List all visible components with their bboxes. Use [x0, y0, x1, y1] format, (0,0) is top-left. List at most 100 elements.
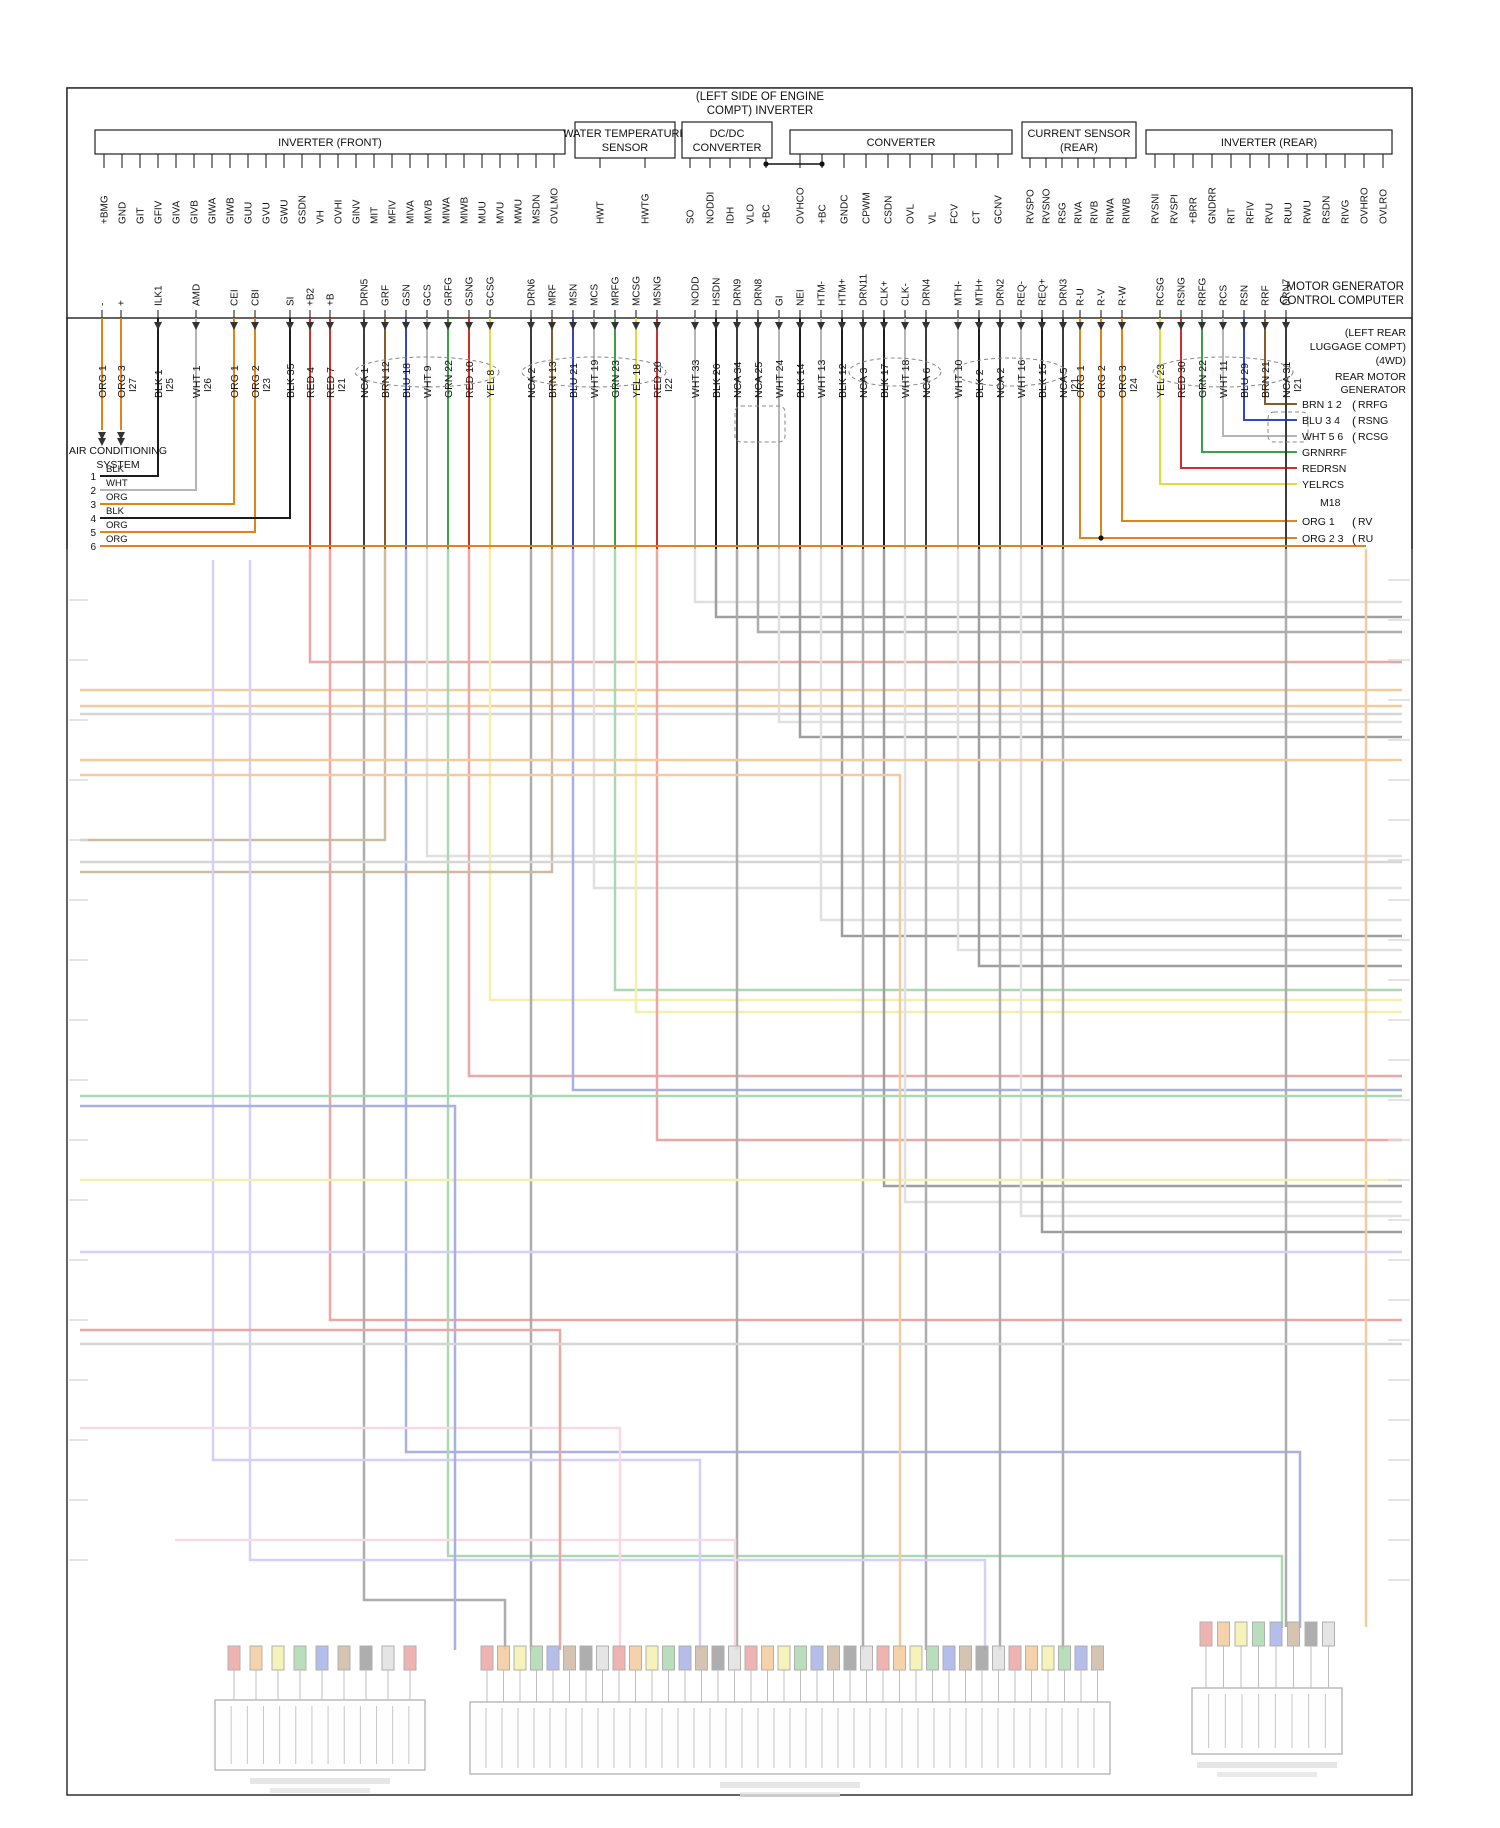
ac-row-number: 1	[90, 472, 96, 483]
pin-label: DRN7	[1282, 278, 1293, 306]
module-pin-label: VL	[928, 211, 939, 224]
wire-CBI	[100, 318, 256, 533]
module-pin-label: MIWB	[460, 196, 471, 224]
module-pin-label: MIWA	[442, 197, 453, 224]
wire-arrow	[154, 322, 162, 330]
wire-arrow	[1219, 322, 1227, 330]
module-box-converter	[789, 129, 1013, 155]
module-pin-label: FCV	[950, 204, 961, 224]
rear-row-pin: RSNG	[1358, 415, 1388, 427]
wire-arrow	[775, 322, 783, 330]
module-label: (REAR)	[1060, 142, 1098, 154]
rear-row-brace: (	[1352, 430, 1356, 444]
rear-header: LUGGAGE COMPT)	[1310, 341, 1406, 353]
module-pin-label: VLO	[746, 204, 757, 224]
wire-color-label: BLK 15	[1037, 363, 1049, 398]
wire-color-label: GRN 23	[610, 360, 622, 398]
pin-label: HSDN	[712, 278, 723, 306]
connector-id-label: I21	[1070, 378, 1081, 392]
pin-label: AMD	[192, 284, 203, 306]
wire-color-label: WHT 9	[422, 365, 434, 398]
module-pin-label: GINV	[352, 199, 363, 224]
pin-label: RCSG	[1156, 277, 1167, 306]
pin-label: MCS	[590, 283, 601, 306]
connector-id-label: I24	[1129, 378, 1140, 392]
module-pin-label: SO	[686, 209, 697, 224]
wire-color-label: BRN 21	[1260, 361, 1272, 398]
shield-ellipse	[848, 357, 942, 387]
module-pin-label: RVSNO	[1042, 188, 1053, 224]
wire-color-label: NCA 31	[1281, 362, 1293, 398]
wire-color-label: ORG 2	[250, 365, 262, 398]
wire-arrow	[98, 432, 106, 440]
wire-arrow	[286, 322, 294, 330]
module-pin-label: VH	[316, 210, 327, 224]
wire-arrow	[1240, 322, 1248, 330]
rear-header: (4WD)	[1376, 355, 1406, 367]
pin-label: GRFG	[444, 277, 455, 306]
ac-row-color: ORG	[106, 520, 128, 531]
wire-color-label: YEL 18	[631, 364, 643, 398]
wire-arrow	[381, 322, 389, 330]
ac-row-color: WHT	[106, 478, 128, 489]
module-pin-label: MVU	[496, 202, 507, 224]
wire-color-label: YEL 23	[1155, 364, 1167, 398]
wire-color-label: BLK 2	[974, 369, 986, 398]
module-pin-label: MIVB	[424, 199, 435, 224]
wire-color-label: GRN 22	[1197, 360, 1209, 398]
wire-color-label: NCA 5	[1058, 367, 1070, 398]
wire-color-label: BLK 17	[879, 363, 891, 398]
wire-arrow	[423, 322, 431, 330]
wire-color-label: BLU 18	[401, 363, 413, 398]
pin-label: DRN6	[527, 278, 538, 306]
module-box-inverter-front	[94, 129, 566, 155]
rear-row-brace: (	[1352, 515, 1356, 529]
ac-arrow	[117, 438, 125, 446]
pin-label: REQ-	[1017, 281, 1028, 306]
wire-color-label: BLK 1	[153, 369, 165, 398]
pin-label: +B2	[306, 287, 317, 306]
wire-color-label: WHT 33	[690, 360, 702, 398]
wire-color-label: WHT 24	[774, 360, 786, 398]
module-pin-label: OVHRO	[1360, 187, 1371, 224]
rear-generator-label: GENERATOR	[1340, 384, 1406, 396]
module-pin-label: OVLRO	[1379, 189, 1390, 224]
rear-row-label: YELRCS	[1302, 479, 1344, 491]
wire-color-label: NCA 34	[732, 362, 744, 398]
connector-id-label: I27	[128, 378, 139, 392]
wire-R-W	[1121, 318, 1297, 522]
wire-arrow	[1118, 322, 1126, 330]
wire-arrow	[733, 322, 741, 330]
module-pin-label: GIWA	[208, 197, 219, 224]
pin-label: GSN	[402, 284, 413, 306]
pin-label: RSN	[1240, 285, 1251, 306]
module-pin-label: HWTG	[641, 193, 652, 224]
wire-arrow	[402, 322, 410, 330]
wire-arrow	[880, 322, 888, 330]
module-pin-label: GNDC	[840, 195, 851, 224]
wire-color-label: NCA 25	[753, 362, 765, 398]
pin-label: GRF	[381, 285, 392, 306]
shield-ellipse	[521, 356, 667, 388]
wire-color-label: ORG 1	[97, 365, 109, 398]
wire-color-label: BLK 26	[711, 363, 723, 398]
pin-label: CLK+	[880, 281, 891, 306]
wire-arrow	[901, 322, 909, 330]
module-box-water-temp-sensor	[574, 121, 676, 159]
wire-arrow	[975, 322, 983, 330]
pin-label: MSN	[569, 284, 580, 306]
wire-arrow	[326, 322, 334, 330]
pin-label: RRFG	[1198, 277, 1209, 306]
module-pin-label: GSDN	[298, 195, 309, 224]
pin-label: DRN2	[996, 278, 1007, 306]
ac-row-number: 6	[90, 542, 96, 553]
rear-row-label: REDRSN	[1302, 463, 1346, 475]
wire-color-label: BRN 13	[547, 361, 559, 398]
pin-label: MRFG	[611, 276, 622, 306]
wire-color-label: ORG 1	[229, 365, 241, 398]
pin-label: RSNG	[1177, 277, 1188, 306]
pin-label: RCS	[1219, 285, 1230, 306]
wire-color-label: RED 7	[325, 367, 337, 398]
module-label: CONVERTER	[867, 137, 936, 149]
